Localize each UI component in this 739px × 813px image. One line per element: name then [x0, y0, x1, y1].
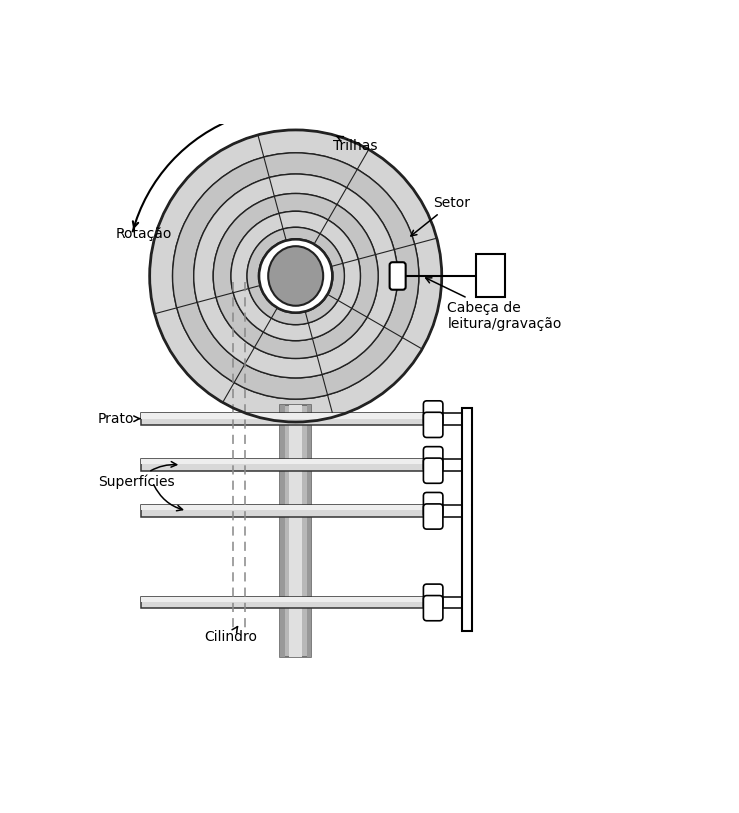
Text: Trilhas: Trilhas — [333, 136, 378, 153]
FancyBboxPatch shape — [423, 446, 443, 472]
Bar — [280, 405, 311, 657]
Bar — [290, 405, 302, 657]
FancyBboxPatch shape — [423, 412, 443, 437]
Text: Setor: Setor — [411, 196, 470, 236]
Bar — [141, 459, 433, 464]
Text: Cabeça de
leitura/gravação: Cabeça de leitura/gravação — [426, 278, 562, 331]
Text: Rotação: Rotação — [115, 227, 171, 241]
FancyBboxPatch shape — [423, 458, 443, 483]
FancyBboxPatch shape — [423, 401, 443, 426]
Bar — [462, 407, 472, 631]
Text: Prato: Prato — [98, 412, 140, 426]
Bar — [307, 405, 311, 657]
Bar — [280, 405, 285, 657]
FancyBboxPatch shape — [423, 596, 443, 621]
Text: Superfícies: Superfícies — [98, 462, 177, 489]
Bar — [141, 597, 433, 608]
Ellipse shape — [268, 246, 323, 306]
Bar — [141, 414, 433, 425]
Bar — [141, 459, 433, 471]
FancyBboxPatch shape — [423, 493, 443, 518]
FancyBboxPatch shape — [389, 263, 406, 289]
Bar — [476, 254, 505, 298]
Bar — [141, 414, 433, 419]
FancyBboxPatch shape — [423, 504, 443, 529]
Bar — [141, 505, 433, 516]
Bar — [141, 597, 433, 602]
FancyBboxPatch shape — [423, 584, 443, 609]
Bar — [141, 505, 433, 511]
Text: Cilindro: Cilindro — [204, 627, 257, 644]
